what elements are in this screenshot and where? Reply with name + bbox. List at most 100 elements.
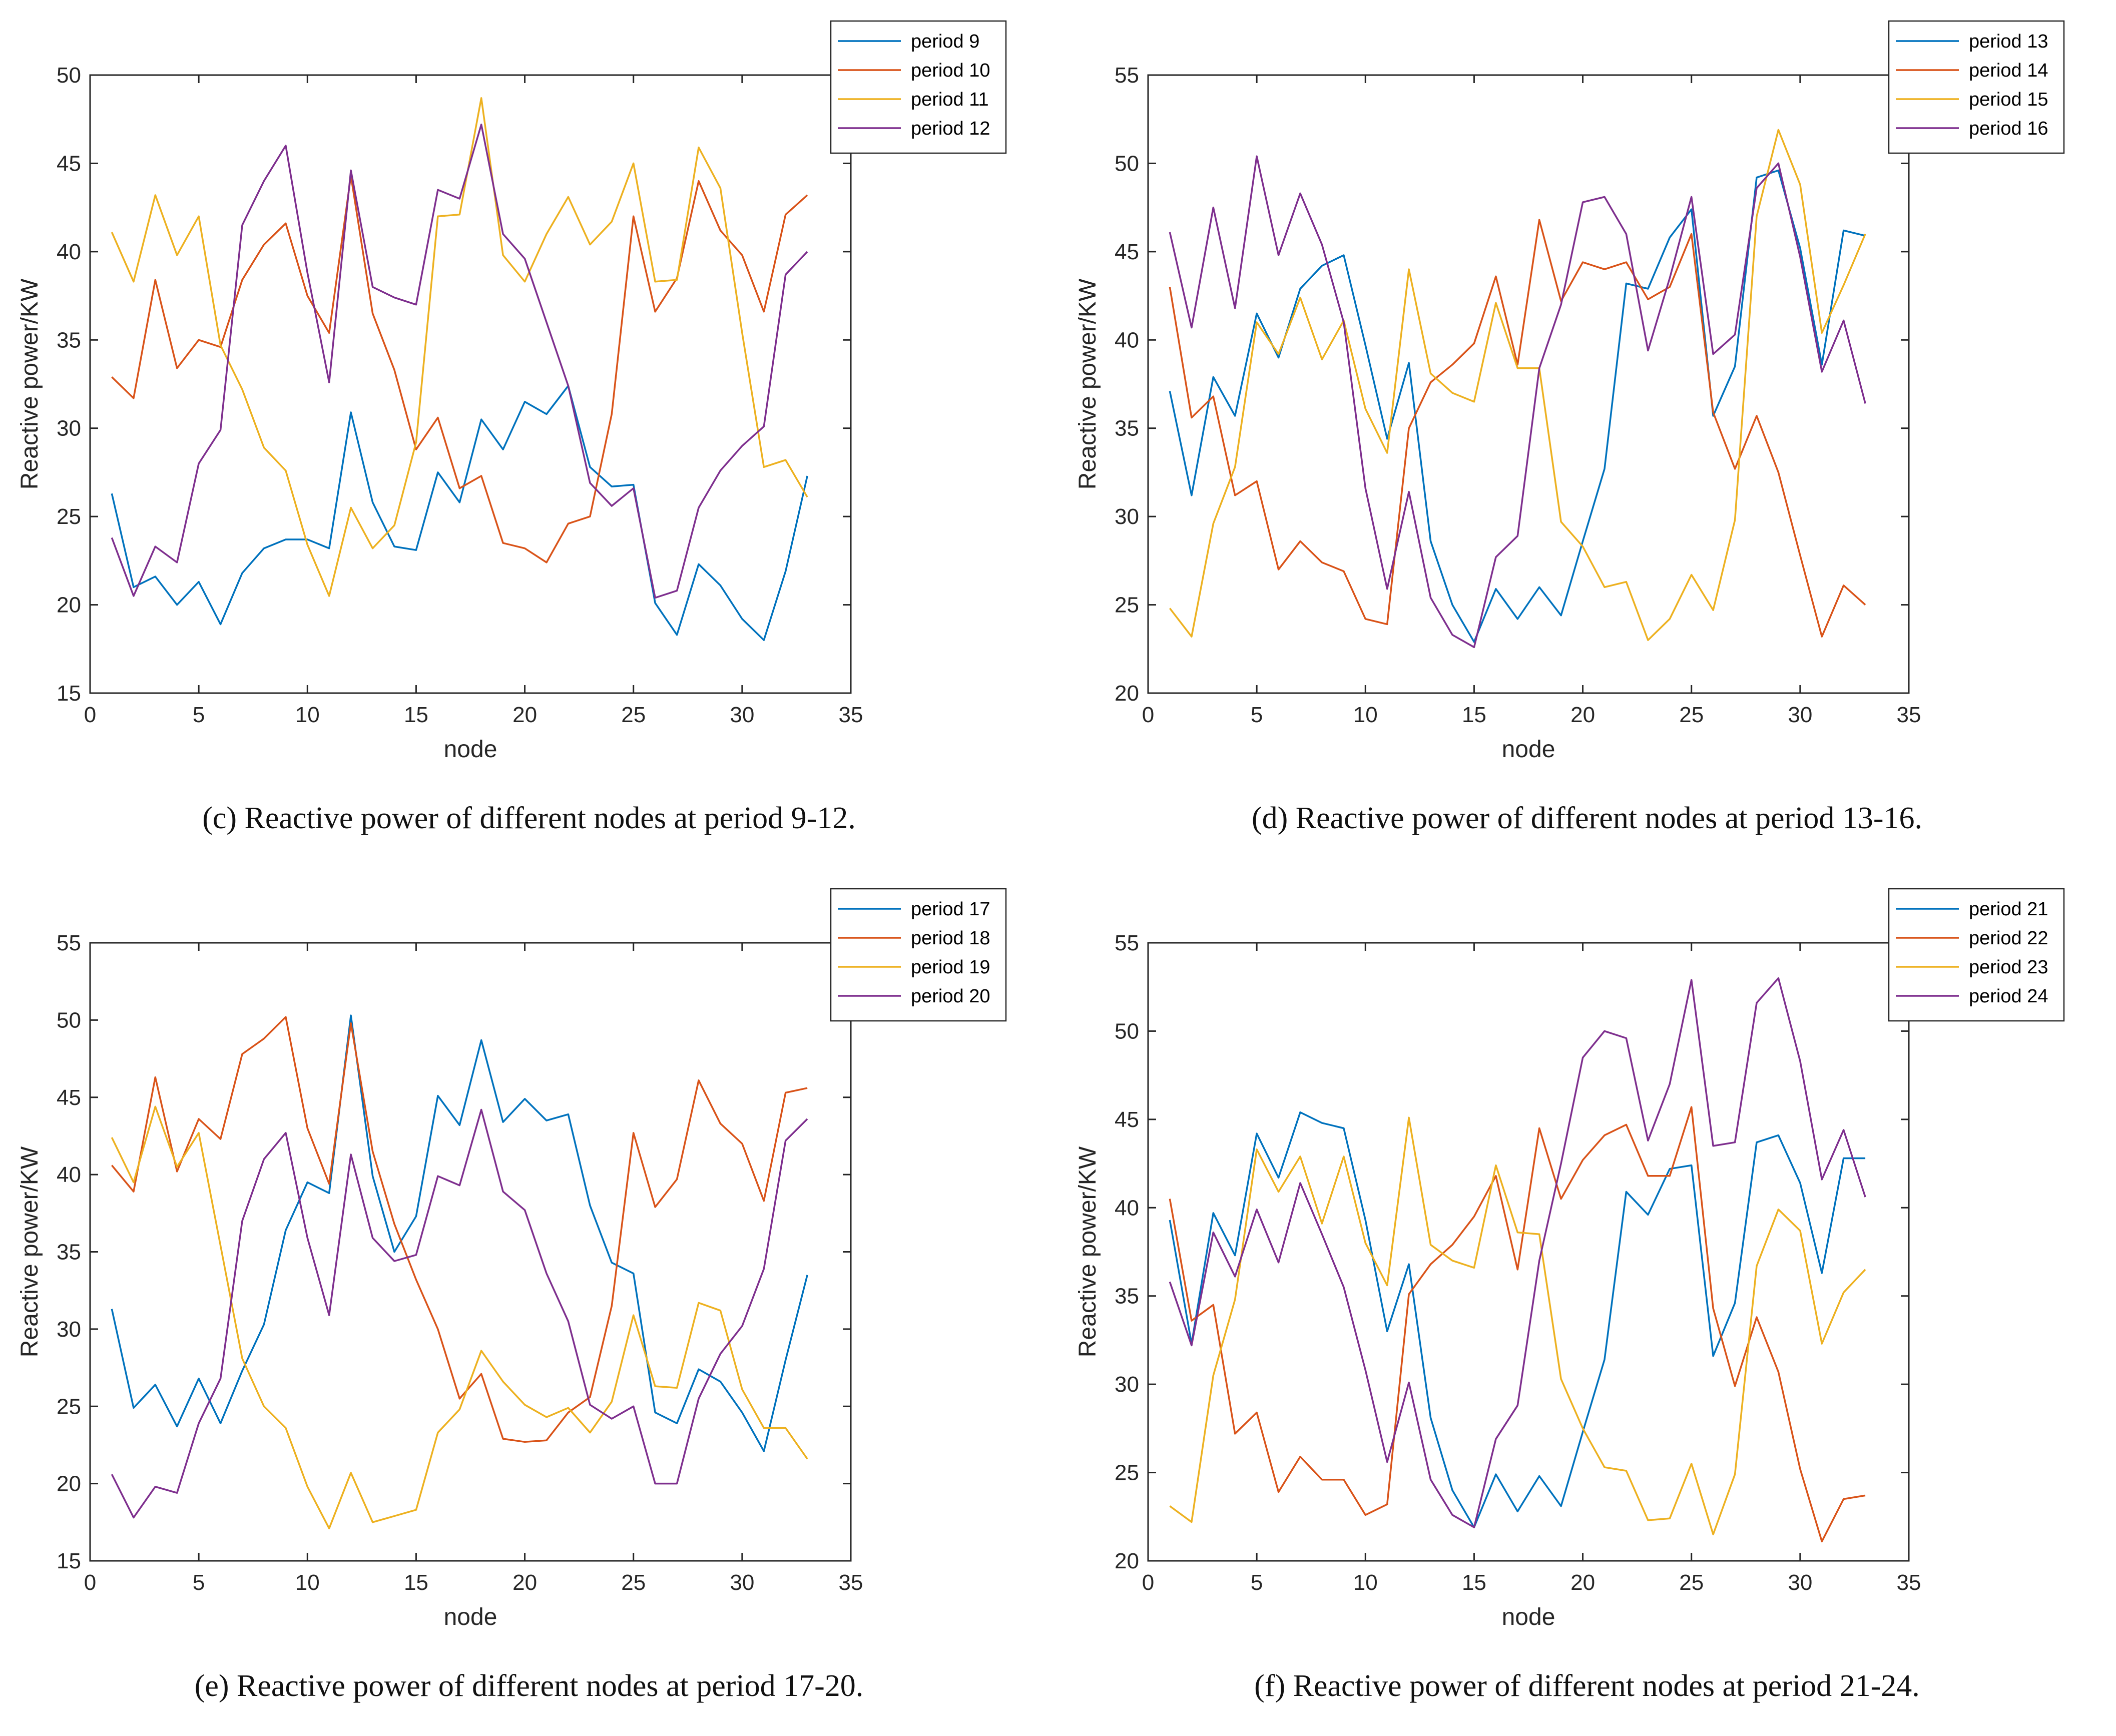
y-tick-label: 35 [1115,1284,1139,1309]
x-tick-label: 20 [1570,1570,1595,1595]
y-tick-label: 45 [1115,240,1139,264]
y-tick-label: 45 [57,151,81,176]
x-tick-label: 20 [1570,703,1595,727]
plot-area-f [1147,942,1910,1562]
y-tick-label: 15 [57,1549,81,1573]
x-tick-label: 25 [1679,703,1704,727]
legend-label: period 18 [911,928,990,949]
series-line-period-15 [1169,129,1866,641]
x-tick-label: 30 [1788,1570,1812,1595]
series-line-period-18 [111,1016,808,1443]
x-tick-label: 20 [512,703,537,727]
x-tick-label: 25 [1679,1570,1704,1595]
x-tick-label: 10 [1353,1570,1378,1595]
x-tick-label: 5 [193,703,205,727]
y-tick-label: 30 [57,1317,81,1342]
x-axis-label: node [444,1604,497,1630]
legend-label: period 23 [1969,957,2048,978]
legend-label: period 22 [1969,928,2048,949]
x-tick-label: 35 [1897,703,1921,727]
legend-box-e [830,888,1007,1022]
plot-area-e [89,942,852,1562]
series-line-period-10 [111,175,808,563]
legend-label: period 11 [911,89,989,110]
y-tick-label: 55 [1115,931,1139,955]
chart-panel-d: 0 5 10 15 20 25 30 35 20 25 30 35 40 45 50 55 node Reacti… [1058,0,2116,868]
x-tick-label: 10 [1353,703,1378,727]
y-tick-label: 50 [57,1008,81,1032]
legend-label: period 19 [911,957,990,978]
plot-area-d [1147,74,1910,694]
legend-label: period 12 [911,118,990,139]
x-tick-label: 5 [1251,703,1263,727]
y-tick-label: 50 [57,63,81,88]
y-tick-label: 20 [1115,681,1139,706]
y-tick-label: 50 [1115,151,1139,176]
legend-label: period 10 [911,60,990,81]
y-tick-label: 20 [57,593,81,618]
series-line-period-16 [1169,155,1866,649]
y-tick-label: 40 [57,240,81,264]
y-tick-label: 15 [57,681,81,706]
legend-label: period 14 [1969,60,2048,81]
series-line-period-12 [111,124,808,599]
x-tick-label: 30 [1788,703,1812,727]
x-tick-label: 15 [404,703,428,727]
y-tick-label: 30 [1115,504,1139,529]
y-tick-label: 40 [1115,1196,1139,1220]
legend-label: period 13 [1969,31,2048,52]
series-line-period-24 [1169,977,1866,1528]
chart-caption-d: (d) Reactive power of different nodes at… [1252,801,1922,835]
y-tick-label: 20 [57,1472,81,1496]
x-tick-label: 20 [512,1570,537,1595]
legend-label: period 20 [911,986,990,1007]
x-tick-label: 0 [84,703,96,727]
legend-box-d [1888,20,2065,154]
chart-panel-c: 0 5 10 15 20 25 30 35 15 20 25 30 35 40 45 50 node Reacti… [0,0,1058,868]
series-line-period-20 [111,1108,808,1519]
x-axis-label: node [444,736,497,763]
y-axis-label: Reactive power/KW [1075,1146,1101,1357]
x-axis-label: node [1502,1604,1555,1630]
series-line-period-9 [111,385,808,641]
x-axis-label: node [1502,736,1555,763]
chart-d: 0 5 10 15 20 25 30 35 20 25 30 35 40 45 50 55 node Reacti… [1075,20,2065,763]
x-tick-label: 35 [839,703,863,727]
chart-caption-e: (e) Reactive power of different nodes at… [194,1669,864,1703]
series-line-period-21 [1169,1111,1866,1528]
legend-label: period 21 [1969,899,2048,920]
chart-caption-f: (f) Reactive power of different nodes at… [1254,1669,1920,1703]
legend-box-f [1888,888,2065,1022]
y-tick-label: 25 [57,1394,81,1419]
y-tick-label: 30 [1115,1372,1139,1397]
x-tick-label: 15 [1462,703,1486,727]
legend-label: period 24 [1969,986,2048,1007]
legend-label: period 17 [911,899,990,920]
legend-label: period 9 [911,31,979,52]
y-axis-label: Reactive power/KW [17,1146,43,1357]
x-tick-label: 0 [84,1570,96,1595]
series-line-period-17 [111,1014,808,1452]
y-tick-label: 50 [1115,1019,1139,1043]
y-tick-label: 45 [1115,1107,1139,1132]
y-axis-label: Reactive power/KW [1075,278,1101,489]
chart-panel-e: 0 5 10 15 20 25 30 35 15 20 25 30 35 40 45 50 55 node Reac… [0,868,1058,1735]
chart-e: 0 5 10 15 20 25 30 35 15 20 25 30 35 40 45 50 55 node Reac… [17,888,1007,1630]
plot-area-c [89,74,852,694]
series-line-period-23 [1169,1116,1866,1535]
y-tick-label: 55 [57,931,81,955]
chart-f: 0 5 10 15 20 25 30 35 20 25 30 35 40 45 50 55 node Reacti… [1075,888,2065,1630]
x-tick-label: 35 [839,1570,863,1595]
x-tick-label: 35 [1897,1570,1921,1595]
y-tick-label: 45 [57,1085,81,1110]
y-tick-label: 25 [1115,593,1139,618]
x-tick-label: 5 [1251,1570,1263,1595]
x-tick-label: 25 [621,703,646,727]
x-tick-label: 15 [404,1570,428,1595]
y-axis-label: Reactive power/KW [17,278,43,489]
x-tick-label: 5 [193,1570,205,1595]
x-tick-label: 10 [295,703,320,727]
legend-label: period 16 [1969,118,2048,139]
y-tick-label: 30 [57,416,81,441]
y-tick-label: 55 [1115,63,1139,88]
